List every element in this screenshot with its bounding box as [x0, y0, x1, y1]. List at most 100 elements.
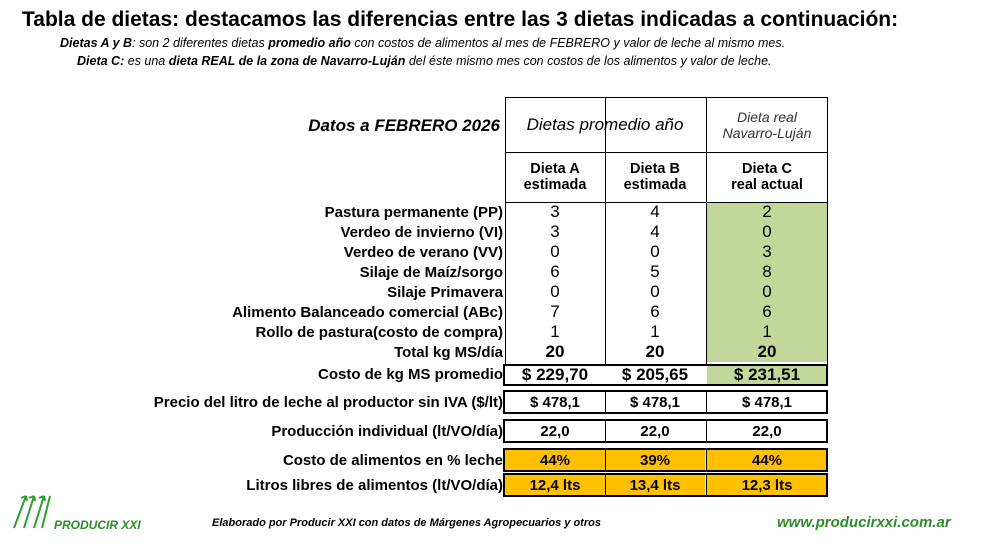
column-header-line: Dieta C: [742, 161, 792, 177]
sub-bold: Dieta C:: [77, 54, 125, 68]
table-cell: 0: [550, 242, 560, 261]
row-label: Litros libres de alimentos (lt/VO/día): [246, 477, 503, 494]
group-c-line2: Navarro-Luján: [722, 124, 812, 141]
table-cell: $ 478,1: [529, 393, 581, 411]
table-cell: 20: [545, 342, 565, 361]
row-label: Silaje de Maíz/sorgo: [359, 264, 503, 281]
table-cell: 12,3 lts: [707, 474, 827, 496]
divider: [605, 474, 606, 496]
table-cell: $ 205,65: [621, 364, 689, 384]
sub-text: es una: [124, 54, 169, 68]
table-cell: 1: [550, 322, 560, 341]
divider: [505, 202, 827, 203]
table-cell: 22,0: [540, 422, 570, 440]
divider: [706, 449, 707, 471]
subtitle-c: Dieta C: es una dieta REAL de la zona de…: [77, 54, 772, 68]
table-cell: 39%: [605, 449, 705, 471]
divider: [605, 449, 606, 471]
row-border: [503, 364, 828, 386]
sub-bold: dieta REAL de la zona de Navarro-Luján: [168, 54, 406, 68]
table-cell: $ 478,1: [629, 393, 681, 411]
row-label: Silaje Primavera: [387, 284, 503, 301]
table-cell: 20: [707, 342, 827, 362]
divider: [706, 474, 707, 496]
table-cell: 0: [550, 282, 560, 301]
table-cell: 8: [707, 262, 827, 282]
sub-bold: Dietas A y B: [60, 36, 133, 50]
table-cell: 6: [550, 262, 560, 281]
table-cell: 6: [650, 302, 660, 321]
row-label: Pastura permanente (PP): [324, 204, 503, 221]
sub-text: del éste mismo mes con costos de los ali…: [405, 54, 772, 68]
table-cell: 4: [650, 202, 660, 221]
table-cell: $ 229,70: [521, 364, 589, 384]
sub-bold: promedio año: [268, 36, 351, 50]
table-cell: 3: [550, 202, 560, 221]
table-cell: 0: [707, 282, 827, 302]
column-header-line: estimada: [523, 177, 587, 193]
table-cell: 44%: [707, 449, 827, 471]
row-border: [503, 419, 828, 443]
table-cell: 12,4 lts: [505, 474, 605, 496]
row-label: Costo de kg MS promedio: [317, 366, 503, 383]
divider: [505, 97, 506, 364]
row-border: [503, 390, 828, 414]
table-cell: 3: [707, 242, 827, 262]
row-label: Precio del litro de leche al productor s…: [153, 394, 503, 411]
table-cell: 20: [645, 342, 665, 361]
column-header-line: Dieta A: [530, 161, 580, 177]
arrows-logo-icon: [13, 495, 51, 529]
table-cell: 22,0: [752, 422, 782, 440]
group-c-line1: Dieta real: [737, 108, 797, 125]
table-cell: 0: [650, 242, 660, 261]
divider: [706, 391, 707, 413]
column-header-line: Dieta B: [630, 161, 680, 177]
divider: [605, 97, 606, 364]
divider: [827, 97, 828, 364]
column-header-line: estimada: [623, 177, 687, 193]
table-cell: 1: [707, 322, 827, 342]
table-cell: 4: [650, 222, 660, 241]
row-label: Producción individual (lt/VO/día): [271, 423, 503, 440]
table-cell: 44%: [505, 449, 605, 471]
divider: [706, 97, 707, 364]
divider: [505, 97, 827, 98]
producir-logo: PRODUCIR XXI: [12, 490, 141, 535]
table-cell: 13,4 lts: [605, 474, 705, 496]
table-cell: 0: [650, 282, 660, 301]
sub-text: con costos de alimentos al mes de FEBRER…: [350, 36, 786, 50]
date-label: Datos a FEBRERO 2026: [308, 116, 500, 135]
row-label: Costo de alimentos en % leche: [282, 452, 503, 469]
table-cell: 7: [550, 302, 560, 321]
table-cell: 5: [650, 262, 660, 281]
table-cell: 2: [707, 202, 827, 222]
table-cell: $ 231,51: [707, 364, 827, 385]
row-label: Verdeo de invierno (VI): [340, 224, 503, 241]
website-link[interactable]: www.producirxxi.com.ar: [777, 514, 951, 531]
row-label: Verdeo de verano (VV): [343, 244, 503, 261]
divider: [605, 420, 606, 442]
table-cell: 22,0: [640, 422, 670, 440]
page-title: Tabla de dietas: destacamos las diferenc…: [22, 8, 899, 31]
row-label: Total kg MS/día: [394, 344, 503, 361]
subtitle-ab: Dietas A y B: son 2 diferentes dietas pr…: [60, 36, 785, 50]
sub-text: : son 2 diferentes dietas: [132, 36, 269, 50]
table-cell: 1: [650, 322, 660, 341]
divider: [605, 391, 606, 413]
credit-text: Elaborado por Producir XXI con datos de …: [212, 517, 601, 529]
row-border: [503, 473, 828, 497]
divider: [706, 420, 707, 442]
table-cell: $ 478,1: [741, 393, 793, 411]
divider: [505, 152, 827, 153]
table-cell: 6: [707, 302, 827, 322]
row-border: [503, 448, 828, 472]
column-header-line: real actual: [731, 177, 803, 193]
row-label: Rollo de pastura(costo de compra): [255, 324, 503, 341]
row-label: Alimento Balanceado comercial (ABc): [232, 304, 503, 321]
logo-text: PRODUCIR XXI: [54, 518, 141, 532]
group-c-header: Dieta real Navarro-Luján: [707, 97, 827, 152]
table-cell: 3: [550, 222, 560, 241]
